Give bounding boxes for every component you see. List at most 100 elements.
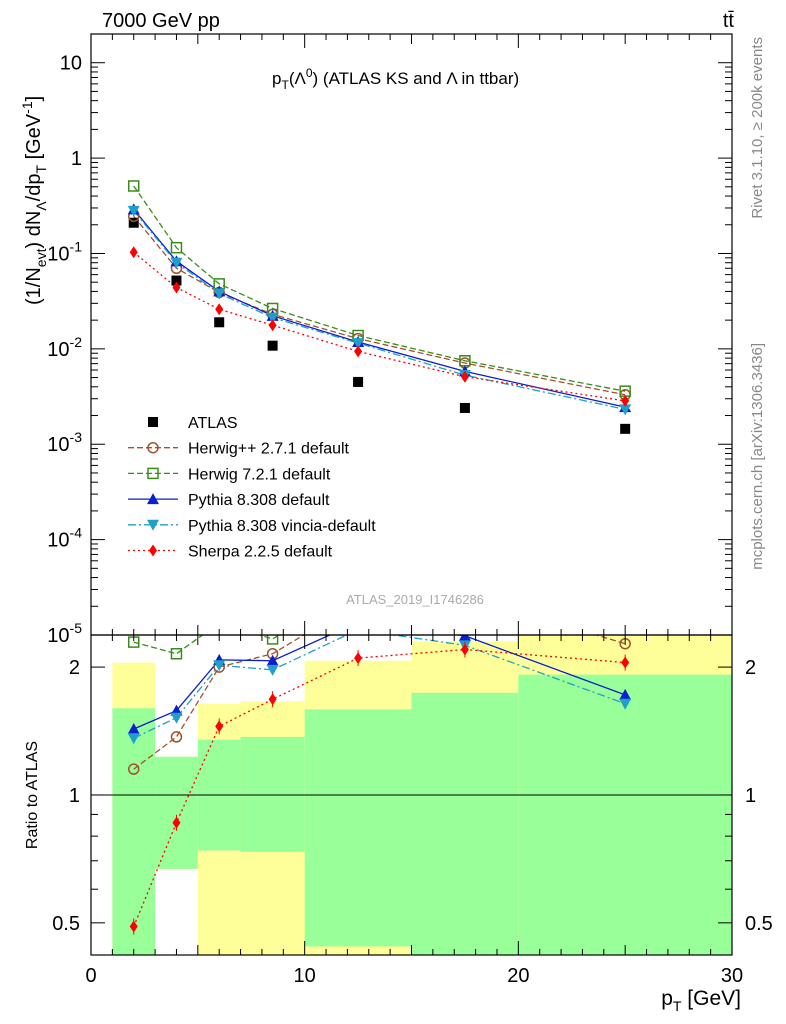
ratio-point-herwig7-1 — [170, 647, 183, 660]
header-process: tt̄ — [723, 10, 735, 32]
legend-item-herwig7: Herwig 7.2.1 default — [128, 466, 331, 483]
analysis-id: ATLAS_2019_I1746286 — [346, 592, 484, 607]
main-point-sherpa-1 — [172, 281, 181, 294]
x-tick-label-20: 20 — [507, 965, 529, 987]
main-series-markers — [127, 180, 632, 434]
main-point-sherpa-4 — [354, 345, 363, 358]
y-tick-label-ratio-left-2: 2 — [69, 657, 80, 679]
main-point-vincia-1 — [170, 257, 183, 269]
ratio-point-pythia-5 — [458, 635, 471, 641]
ratio-point-herwig7-5 — [460, 581, 470, 591]
legend-marker-pythia — [147, 493, 159, 505]
legend-marker-herwig7 — [147, 467, 159, 480]
y-tick-label-main-1: 10-4 — [47, 525, 82, 552]
x-tick-label-30: 30 — [721, 965, 743, 987]
rivet-version-text: Rivet 3.1.10, ≥ 200k events — [749, 37, 766, 219]
axis-ticks — [90, 33, 733, 955]
ratio-point-vincia-3 — [266, 664, 279, 676]
tick-labels: 0 10 20 30 10-5 10-4 10-3 10-2 10-1 1 10 0.5 0.5 1 1 2 2 — [47, 53, 773, 987]
ratio-point-sherpa-5 — [460, 643, 469, 656]
y-tick-label-main-4: 10-1 — [47, 238, 82, 265]
legend-marker-herwigpp — [147, 441, 159, 454]
ratio-point-pythia-4 — [352, 616, 364, 627]
y-tick-label-ratio-left-1: 1 — [69, 785, 80, 807]
main-point-vincia-6 — [619, 404, 632, 416]
main-point-vincia-2 — [213, 288, 226, 300]
x-tick-label-10: 10 — [294, 965, 316, 987]
ratio-point-pythia-0 — [127, 722, 140, 734]
main-point-vincia-4 — [352, 338, 365, 350]
main-point-atlas-5 — [459, 402, 470, 413]
ratio-y-axis-label: Ratio to ATLAS — [24, 741, 41, 849]
main-point-atlas-2 — [214, 317, 225, 328]
main-point-herwig7-1 — [170, 241, 183, 254]
ratio-point-sherpa-1 — [172, 816, 181, 829]
ratio-point-herwigpp-0 — [127, 763, 140, 775]
main-point-vincia-3 — [266, 312, 279, 324]
main-point-sherpa-3 — [268, 319, 277, 332]
legend-label-herwig7: Herwig 7.2.1 default — [188, 466, 331, 483]
ratio-point-sherpa-2 — [215, 720, 224, 733]
main-point-atlas-1 — [171, 275, 182, 286]
main-line-herwigpp — [133, 215, 626, 396]
ratio-point-herwig7-2 — [214, 618, 224, 628]
band-inner-bin-3 — [240, 736, 305, 852]
ratio-line-herwigpp — [133, 635, 626, 770]
y-tick-label-main-0: 10-5 — [47, 620, 82, 647]
ratio-point-pythia-3 — [266, 654, 279, 666]
ratio-point-herwigpp-1 — [170, 731, 183, 743]
y-tick-label-ratio-right-2: 2 — [745, 657, 756, 679]
ratio-point-vincia-2 — [213, 660, 226, 672]
main-y-axis-label: (1/Nevt) dNΛ/dpT [GeV-1] — [19, 96, 49, 305]
ratio-point-sherpa-6 — [621, 656, 630, 669]
series-markers — [127, 180, 632, 935]
legend-item-sherpa: Sherpa 2.2.5 default — [128, 544, 333, 561]
legend-item-vincia: Pythia 8.308 vincia-default — [128, 518, 376, 535]
legend: ATLAS Herwig++ 2.7.1 default Herwig 7.2.1 … — [128, 415, 376, 561]
uncertainty-bands — [112, 635, 732, 955]
main-series-lines — [133, 185, 626, 411]
legend-label-atlas: ATLAS — [188, 415, 238, 432]
main-point-sherpa-6 — [621, 394, 630, 407]
ratio-point-sherpa-0 — [129, 920, 138, 933]
main-line-herwig7 — [133, 185, 626, 392]
band-inner-bin-4 — [304, 709, 412, 947]
band-inner-bin-6 — [518, 674, 732, 955]
ratio-point-pythia-6 — [619, 688, 632, 700]
y-tick-label-ratio-left-0.5: 0.5 — [52, 913, 80, 935]
band-inner-bin-0 — [112, 708, 156, 955]
ratio-series-markers — [127, 581, 632, 935]
main-point-sherpa-5 — [460, 370, 469, 383]
y-tick-label-ratio-right-1: 1 — [745, 785, 756, 807]
band-inner-bin-1 — [155, 756, 198, 869]
main-line-sherpa — [133, 251, 626, 402]
ratio-point-herwig7-3 — [266, 635, 279, 645]
x-axis-label: pT [GeV] — [661, 987, 741, 1014]
mcplots-credit-text: mcplots.cern.ch [arXiv:1306.3436] — [749, 343, 766, 570]
legend-item-herwigpp: Herwig++ 2.7.1 default — [128, 441, 350, 458]
ratio-point-vincia-1 — [170, 712, 183, 724]
main-point-atlas-0 — [128, 217, 139, 228]
legend-item-pythia: Pythia 8.308 default — [128, 492, 330, 509]
x-tick-label-0: 0 — [85, 965, 96, 987]
legend-marker-vincia — [147, 519, 159, 531]
main-point-sherpa-0 — [129, 246, 138, 259]
ratio-point-sherpa-4 — [354, 652, 363, 665]
main-point-atlas-3 — [267, 340, 278, 351]
ratio-point-sherpa-3 — [268, 693, 277, 706]
y-tick-label-main-2: 10-3 — [47, 429, 82, 456]
legend-label-sherpa: Sherpa 2.2.5 default — [188, 544, 333, 561]
main-point-vincia-0 — [127, 205, 140, 217]
y-tick-label-main-5: 1 — [71, 148, 82, 170]
y-tick-label-main-6: 10 — [60, 53, 82, 75]
legend-marker-atlas — [148, 417, 158, 427]
band-inner-bin-5 — [411, 692, 519, 955]
ratio-point-vincia-6 — [619, 698, 632, 710]
legend-label-vincia: Pythia 8.308 vincia-default — [188, 518, 376, 535]
main-point-atlas-6 — [620, 423, 631, 434]
y-tick-label-main-3: 10-2 — [47, 334, 82, 361]
ratio-point-vincia-0 — [127, 733, 140, 745]
ratio-point-vincia-4 — [357, 635, 359, 636]
main-point-atlas-4 — [353, 376, 364, 387]
